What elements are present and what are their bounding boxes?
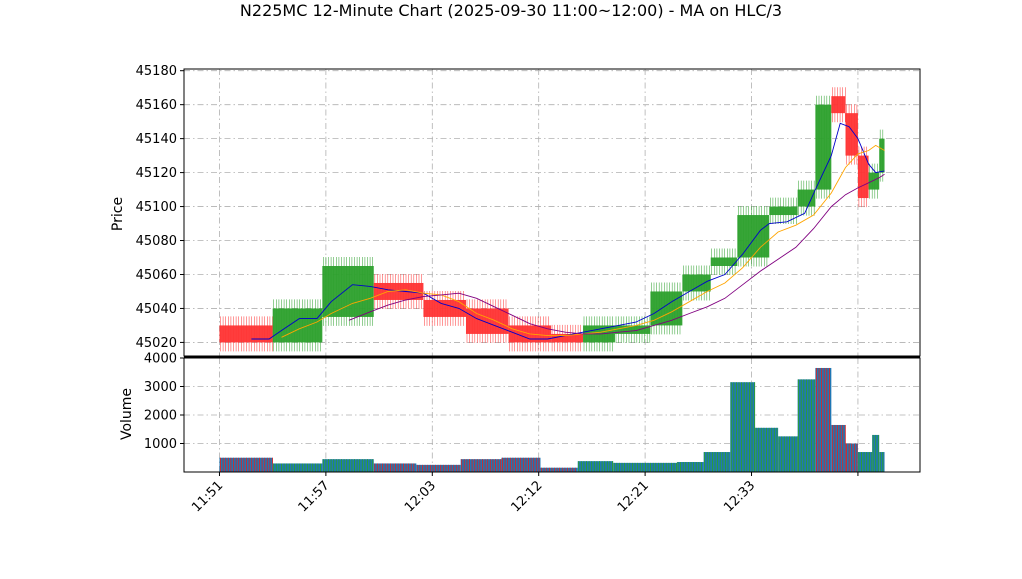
price-brick-up xyxy=(272,308,323,343)
price-y-tick-label: 45100 xyxy=(136,200,177,215)
price-brick-up xyxy=(769,206,798,216)
price-ma-long-line xyxy=(348,173,885,335)
price-brick-up xyxy=(868,172,880,190)
price-y-tick-label: 45180 xyxy=(136,64,177,79)
price-brick-down xyxy=(831,96,846,114)
price-brick-up xyxy=(815,104,832,190)
price-brick-down xyxy=(423,299,466,317)
volume-bar xyxy=(815,367,832,472)
x-tick-label: 11:57 xyxy=(296,478,333,515)
price-y-tick-label: 45060 xyxy=(136,268,177,283)
price-brick-up xyxy=(710,257,738,266)
volume-bar xyxy=(730,382,756,472)
volume-y-tick-label: 2000 xyxy=(144,409,177,424)
price-y-tick-label: 45020 xyxy=(136,336,177,351)
price-brick-down xyxy=(551,333,584,343)
x-tick-label: 12:03 xyxy=(402,478,439,515)
volume-bar xyxy=(879,452,885,472)
x-tick-label: 12:12 xyxy=(508,478,545,515)
price-y-tick-label: 45160 xyxy=(136,98,177,113)
price-brick-down xyxy=(465,308,509,334)
price-axis-label: Price xyxy=(110,197,126,231)
price-brick-up xyxy=(797,189,816,207)
volume-panel: 1000 2000 3000 4000 xyxy=(144,352,921,473)
x-tick-label: 12:33 xyxy=(721,478,758,515)
volume-bar xyxy=(677,462,704,472)
volume-bar xyxy=(373,463,417,472)
volume-bar xyxy=(831,424,846,472)
chart-title: N225MC 12-Minute Chart (2025-09-30 11:00… xyxy=(240,1,782,20)
price-y-tick-label: 45040 xyxy=(136,302,177,317)
price-ma-mid-line xyxy=(281,144,885,338)
volume-bar xyxy=(857,452,873,472)
volume-y-tick-label: 4000 xyxy=(144,352,177,367)
volume-bar xyxy=(778,436,798,472)
x-axis: 11:51 11:57 12:03 12:12 12:21 12:33 xyxy=(189,472,859,515)
price-y-tick-label: 45080 xyxy=(136,234,177,249)
volume-y-tick-label: 3000 xyxy=(144,380,177,395)
volume-y-tick-label: 1000 xyxy=(144,437,177,452)
price-brick-down xyxy=(845,113,858,156)
price-brick-up xyxy=(879,138,885,173)
price-brick-up xyxy=(737,215,770,258)
price-brick-up xyxy=(322,265,374,317)
volume-bar xyxy=(577,461,614,472)
price-axes-frame xyxy=(183,68,921,357)
volume-bar xyxy=(322,459,374,472)
x-tick-label: 12:21 xyxy=(615,478,652,515)
price-panel: 45020 45040 45060 45080 45100 45120 45140 45160… xyxy=(136,64,921,357)
volume-axis-label: Volume xyxy=(119,388,135,440)
price-brick-down xyxy=(373,282,424,300)
volume-bar xyxy=(540,467,578,472)
price-brick-up xyxy=(614,325,651,334)
price-ma-short-line xyxy=(251,122,885,340)
price-brick-up xyxy=(682,274,711,292)
price-brick-down xyxy=(219,325,273,343)
volume-bar xyxy=(703,452,731,472)
volume-bar xyxy=(460,459,502,472)
price-y-tick-label: 45120 xyxy=(136,166,177,181)
price-brick-down xyxy=(857,155,869,199)
x-tick-label: 11:51 xyxy=(189,478,226,515)
price-y-tick-label: 45140 xyxy=(136,132,177,147)
